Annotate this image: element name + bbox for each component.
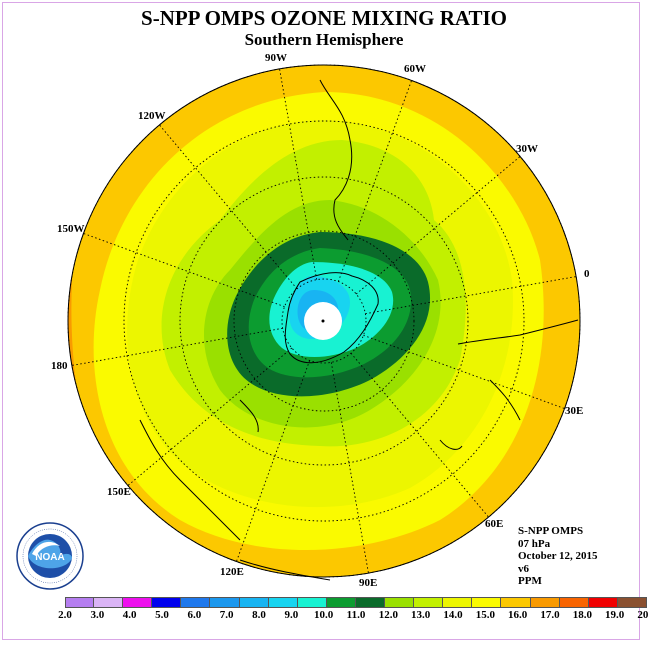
info-level: 07 hPa [518,537,551,550]
legend-tick-label: 14.0 [443,609,463,621]
legend-tick-label: 8.0 [252,609,266,621]
legend-tick-label: 11.0 [346,609,366,621]
legend-tick-label: 20.0 [637,609,648,621]
legend-tick-label: 6.0 [187,609,202,621]
svg-text:NOAA: NOAA [35,552,64,563]
map-title: S-NPP OMPS OZONE MIXING RATIO [141,6,507,30]
lon-label-30e: 30E [565,405,584,417]
info-date: October 12, 2015 [518,550,598,562]
legend-swatch [65,597,95,608]
latitude-circle-20s [123,120,525,522]
info-version: v6 [518,562,529,575]
coastline-antarctica [284,272,379,364]
legend-tick-label: 18.0 [572,609,592,621]
noaa-logo-bird [32,541,60,556]
info-units: PPM [518,575,542,587]
page-frame [2,2,640,640]
legend-tick-label: 9.0 [284,609,299,621]
legend-swatch [268,597,298,608]
legend-swatch [617,597,647,608]
coastline-australia-west [139,419,241,541]
latitude-circle-80s [281,278,367,364]
legend-swatch [443,597,473,608]
legend-swatch [501,597,531,608]
legend-swatch [472,597,502,608]
legend-swatch [588,597,618,608]
legend-swatch [239,597,269,608]
map-subtitle: Southern Hemisphere [244,30,404,49]
coastline-south-america [319,79,353,241]
legend-swatch [181,597,211,608]
color-legend-bar [65,597,647,608]
lon-label-180: 180 [51,360,68,372]
lon-label-150w: 150W [57,223,85,235]
latitude-circle-60s [233,230,415,412]
lon-label-150e: 150E [107,486,131,498]
legend-swatch [530,597,560,608]
legend-tick-label: 16.0 [508,609,528,621]
legend-swatch [326,597,356,608]
lon-label-120w: 120W [138,110,166,122]
legend-swatch [123,597,153,608]
legend-tick-label: 13.0 [411,609,431,621]
south-pole-marker [321,319,325,323]
lon-label-0: 0 [584,268,590,280]
legend-tick-label: 12.0 [378,609,398,621]
legend-tick-label: 2.0 [58,609,72,621]
ozone-contour-field [68,65,580,577]
coastline-new-zealand [239,399,259,433]
legend-tick-label: 10.0 [314,609,334,621]
lon-label-60e: 60E [485,518,504,530]
legend-swatch [152,597,182,608]
noaa-logo-ring-lettering [22,528,78,584]
legend-tick-label: 5.0 [155,609,169,621]
legend-tick-label: 15.0 [475,609,495,621]
legend-swatch [385,597,415,608]
lon-label-90w: 90W [265,52,287,64]
legend-swatch [414,597,444,608]
coastlines [139,79,579,581]
legend-tick-label: 4.0 [122,609,137,621]
lon-label-30w: 30W [516,143,538,155]
info-instrument: S-NPP OMPS [518,525,584,537]
legend-swatch [355,597,386,608]
legend-swatch [210,597,240,608]
map-boundary [67,64,581,578]
product-info: S-NPP OMPS 07 hPa October 12, 2015 v6 PP… [518,525,598,588]
coastline-australia-north [239,559,331,581]
legend-swatch [94,597,124,608]
coastline-africa-south [457,319,579,345]
coastline-madagascar [439,439,463,450]
legend-tick-label: 7.0 [219,609,234,621]
legend-tick-label: 17.0 [540,609,560,621]
lon-label-60w: 60W [404,63,426,75]
latitude-circle-40s [179,176,469,466]
noaa-logo: NOAA [16,522,84,590]
legend-swatch [297,597,327,608]
legend-tick-label: 3.0 [90,609,105,621]
lon-label-90e: 90E [359,577,378,589]
legend-tick-label: 19.0 [605,609,625,621]
lon-label-120e: 120E [220,566,244,578]
legend-swatch [559,597,589,608]
